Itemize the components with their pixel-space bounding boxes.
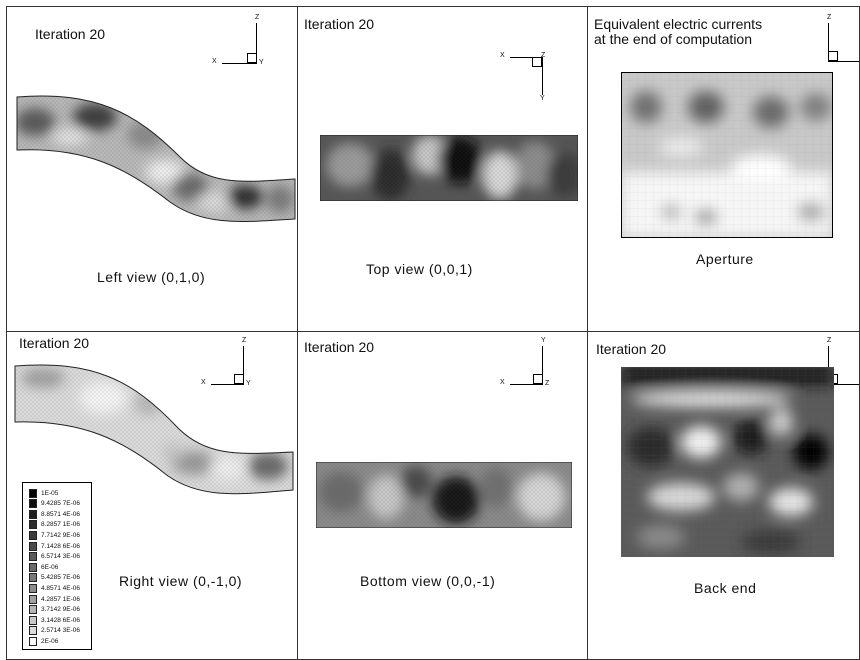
axis-triad-icon: Y X Z [500,337,550,387]
legend-label: 8.2857 1E-06 [41,521,81,529]
panel-title: Iteration 20 [304,339,375,355]
legend-entry: 1E-05 [29,488,58,498]
view-caption: Top view (0,0,1) [366,261,473,277]
view-caption: Back end [694,580,757,596]
legend-label: 5.4285 7E-06 [41,574,81,582]
legend-entry: 4.8571 4E-06 [29,583,80,593]
legend-label: 8.8571 4E-06 [41,510,81,518]
legend-label: 7.1428 6E-06 [41,542,81,550]
panel-top-view: Iteration 20 X Z Y Top [297,6,588,332]
legend-entry: 3.7142 9E-06 [29,605,80,615]
legend-entry: 7.7142 9E-06 [29,530,80,540]
current-distribution-plot [14,364,294,495]
legend-entry: 4.2857 1E-06 [29,594,80,604]
legend-swatch [29,488,37,498]
legend-swatch [29,520,37,530]
current-distribution-plot [320,135,578,201]
current-distribution-plot [16,95,296,222]
legend-entry: 6E-06 [29,562,58,572]
axis-triad-icon: Z X Y [212,14,264,66]
legend-entry: 6.5714 3E-06 [29,552,80,562]
legend-swatch [29,605,37,615]
legend-swatch [29,573,37,583]
view-caption: Bottom view (0,0,-1) [360,573,496,589]
panel-title: Iteration 20 [304,16,375,32]
legend-entry: 8.8571 4E-06 [29,509,80,519]
axis-triad-icon: Z X Y [201,337,251,387]
legend-entry: 2.5714 3E-06 [29,626,80,636]
legend-label: 7.7142 9E-06 [41,531,81,539]
legend-label: 9.4285 7E-06 [41,500,81,508]
legend-entry: 5.4285 7E-06 [29,573,80,583]
panel-aperture: Equivalent electric currents at the end … [587,6,860,332]
axis-triad-icon: Z [794,13,859,73]
legend-entry: 2E-06 [29,636,58,646]
view-caption: Left view (0,1,0) [97,269,206,285]
current-distribution-plot [621,367,834,557]
legend-label: 3.1428 6E-06 [41,616,81,624]
legend-swatch [29,552,37,562]
legend-label: 4.2857 1E-06 [41,595,81,603]
legend-label: 4.8571 4E-06 [41,584,81,592]
legend-swatch [29,541,37,551]
color-scale-legend: 1E-05 9.4285 7E-06 8.8571 4E-06 8.2857 1E-0… [22,482,92,650]
legend-swatch [29,594,37,604]
legend-label: 2E-06 [41,637,59,645]
legend-entry: 9.4285 7E-06 [29,499,80,509]
panel-bottom-view: Iteration 20 Y X Z Bottom view (0,0,-1) [297,331,588,660]
panel-title: Iteration 20 [35,26,106,42]
legend-swatch [29,615,37,625]
axis-triad-icon: X Z Y [500,52,546,102]
legend-entry: 8.2857 1E-06 [29,520,80,530]
panel-title: Equivalent electric currents at the end … [594,16,763,47]
view-caption: Aperture [696,251,754,267]
legend-label: 6.5714 3E-06 [41,553,81,561]
legend-swatch [29,530,37,540]
legend-label: 6E-06 [41,563,59,571]
legend-entry: 3.1428 6E-06 [29,615,80,625]
panel-title: Iteration 20 [19,335,90,351]
legend-swatch [29,509,37,519]
view-caption: Right view (0,-1,0) [119,573,243,589]
panel-back-end: Iteration 20 Z Back end [587,331,860,660]
legend-swatch [29,626,37,636]
legend-swatch [29,562,37,572]
legend-entry: 7.1428 6E-06 [29,541,80,551]
legend-label: 3.7142 9E-06 [41,606,81,614]
panel-left-view: Iteration 20 Z X Y [6,6,298,332]
legend-swatch [29,636,37,646]
legend-swatch [29,499,37,509]
current-distribution-plot [621,72,833,238]
current-distribution-plot [316,462,572,528]
legend-swatch [29,583,37,593]
legend-label: 2.5714 3E-06 [41,627,81,635]
legend-label: 1E-05 [41,489,59,497]
panel-title: Iteration 20 [596,341,667,357]
